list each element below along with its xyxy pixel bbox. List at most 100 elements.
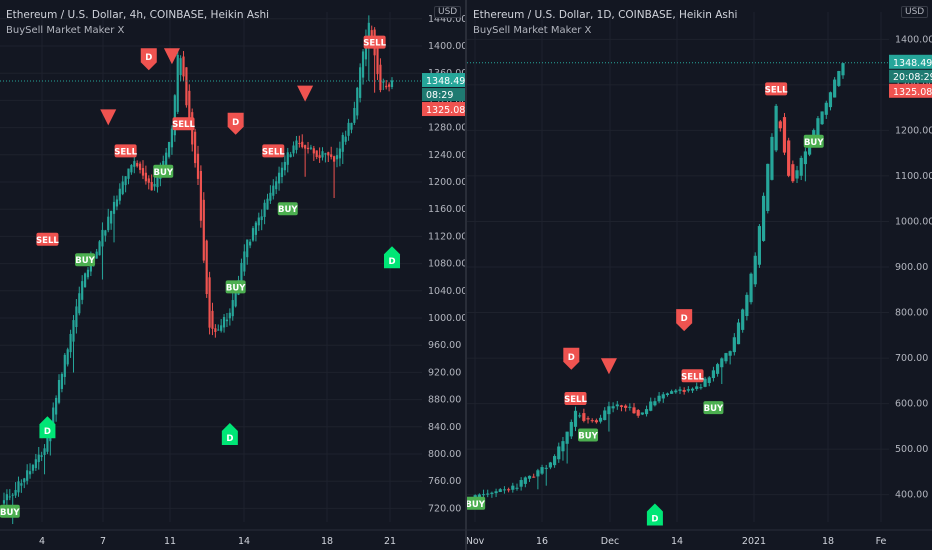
candle-body bbox=[653, 401, 657, 406]
chart-canvas-1d[interactable]: 1400.001300.001200.001100.001000.00900.0… bbox=[467, 0, 932, 550]
last-price-text: 1348.49 bbox=[893, 58, 932, 69]
candle-body bbox=[222, 317, 226, 328]
candle-body bbox=[370, 30, 373, 37]
candle-body bbox=[711, 370, 716, 379]
signal-text: BUY bbox=[578, 431, 598, 441]
candle-body bbox=[557, 446, 561, 460]
signal-text: BUY bbox=[153, 168, 173, 178]
candle-body bbox=[382, 81, 385, 83]
candle-body bbox=[347, 122, 350, 136]
price-tick-label: 800.00 bbox=[428, 449, 461, 460]
sell-triangle-icon bbox=[600, 358, 617, 375]
candle-body bbox=[841, 63, 845, 76]
signal-text: BUY bbox=[704, 404, 724, 414]
candle-body bbox=[23, 478, 26, 483]
candle-body bbox=[569, 421, 573, 437]
candle-body bbox=[511, 485, 515, 490]
time-tick-label: Fe bbox=[876, 536, 887, 547]
time-tick-label: Dec bbox=[601, 536, 619, 547]
d-marker-text: D bbox=[651, 514, 658, 524]
last-price-tag bbox=[422, 73, 465, 88]
candle-body bbox=[749, 273, 753, 303]
sell-triangle-icon bbox=[163, 48, 180, 65]
buy-signal-label bbox=[153, 164, 174, 178]
candle-body bbox=[536, 470, 540, 477]
candle-body bbox=[330, 154, 333, 157]
candle-body bbox=[540, 467, 544, 474]
signal-text: SELL bbox=[172, 120, 195, 130]
signal-text: SELL bbox=[681, 372, 704, 382]
time-tick-label: 14 bbox=[671, 536, 683, 547]
currency-label-4h[interactable]: USD bbox=[434, 6, 462, 18]
candle-body bbox=[225, 319, 229, 322]
price-tick-label: 1200.00 bbox=[428, 177, 465, 188]
prev-price-tag bbox=[889, 83, 932, 98]
candle-body bbox=[586, 418, 590, 420]
candle-body bbox=[286, 152, 289, 165]
candle-body bbox=[619, 405, 624, 407]
candle-body bbox=[682, 389, 686, 392]
price-tick-label: 600.00 bbox=[895, 399, 928, 410]
candle-body bbox=[118, 188, 121, 201]
indicator-name-4h[interactable]: BuySell Market Maker X bbox=[6, 25, 125, 36]
candle-body bbox=[301, 141, 304, 148]
time-tick-label: 7 bbox=[100, 536, 106, 547]
candle-body bbox=[153, 183, 156, 187]
candle-body bbox=[263, 202, 266, 217]
candle-body bbox=[699, 387, 703, 389]
candle-body bbox=[490, 492, 494, 494]
candle-body bbox=[607, 406, 611, 415]
chart-pane-1d[interactable]: 1400.001300.001200.001100.001000.00900.0… bbox=[467, 0, 932, 550]
buy-signal-label bbox=[467, 496, 486, 510]
candle-body bbox=[745, 294, 749, 316]
candle-body bbox=[101, 229, 104, 247]
d-marker-up-icon bbox=[646, 503, 663, 526]
candle-body bbox=[231, 300, 234, 317]
sell-signal-label bbox=[564, 392, 587, 406]
candle-body bbox=[40, 455, 43, 457]
candle-body bbox=[304, 145, 307, 149]
candle-body bbox=[690, 388, 695, 391]
candle-body bbox=[318, 155, 321, 158]
candle-body bbox=[202, 199, 205, 261]
candle-body bbox=[594, 420, 598, 423]
candle-body bbox=[582, 413, 586, 421]
price-tick-label: 1400.00 bbox=[428, 41, 465, 52]
candle-body bbox=[289, 154, 292, 158]
candle-body bbox=[678, 389, 682, 391]
candle-body bbox=[63, 354, 66, 377]
candle-body bbox=[753, 255, 757, 285]
candle-body bbox=[26, 470, 29, 481]
candle-body bbox=[266, 198, 269, 210]
candle-body bbox=[703, 378, 707, 387]
indicator-name-1d[interactable]: BuySell Market Maker X bbox=[473, 25, 592, 36]
candle-body bbox=[481, 494, 486, 496]
candle-body bbox=[43, 448, 46, 455]
candle-body bbox=[799, 157, 803, 176]
signal-text: BUY bbox=[278, 205, 298, 215]
candle-body bbox=[724, 353, 728, 362]
candle-body bbox=[828, 92, 833, 108]
chart-pane-4h[interactable]: 1440.001400.001360.001320.001280.001240.… bbox=[0, 0, 465, 550]
pane-divider[interactable] bbox=[465, 0, 467, 550]
candle-body bbox=[515, 487, 519, 489]
candle-body bbox=[552, 456, 557, 466]
candle-body bbox=[269, 192, 272, 201]
candle-body bbox=[388, 84, 391, 87]
candle-body bbox=[208, 277, 211, 328]
chart-canvas-4h[interactable]: 1440.001400.001360.001320.001280.001240.… bbox=[0, 0, 465, 550]
candle-body bbox=[795, 170, 799, 179]
candle-body bbox=[121, 181, 124, 195]
currency-label-1d[interactable]: USD bbox=[901, 6, 929, 18]
candle-body bbox=[115, 199, 119, 207]
candle-body bbox=[665, 393, 670, 396]
price-tick-label: 1120.00 bbox=[428, 231, 465, 242]
price-tick-label: 1440.00 bbox=[428, 14, 465, 25]
sell-signal-label bbox=[172, 117, 195, 131]
buy-signal-label bbox=[703, 401, 724, 415]
candle-body bbox=[611, 406, 615, 409]
candle-body bbox=[519, 480, 523, 487]
candle-body bbox=[741, 309, 745, 330]
candle-body bbox=[573, 410, 578, 427]
time-tick-label: 18 bbox=[321, 536, 333, 547]
